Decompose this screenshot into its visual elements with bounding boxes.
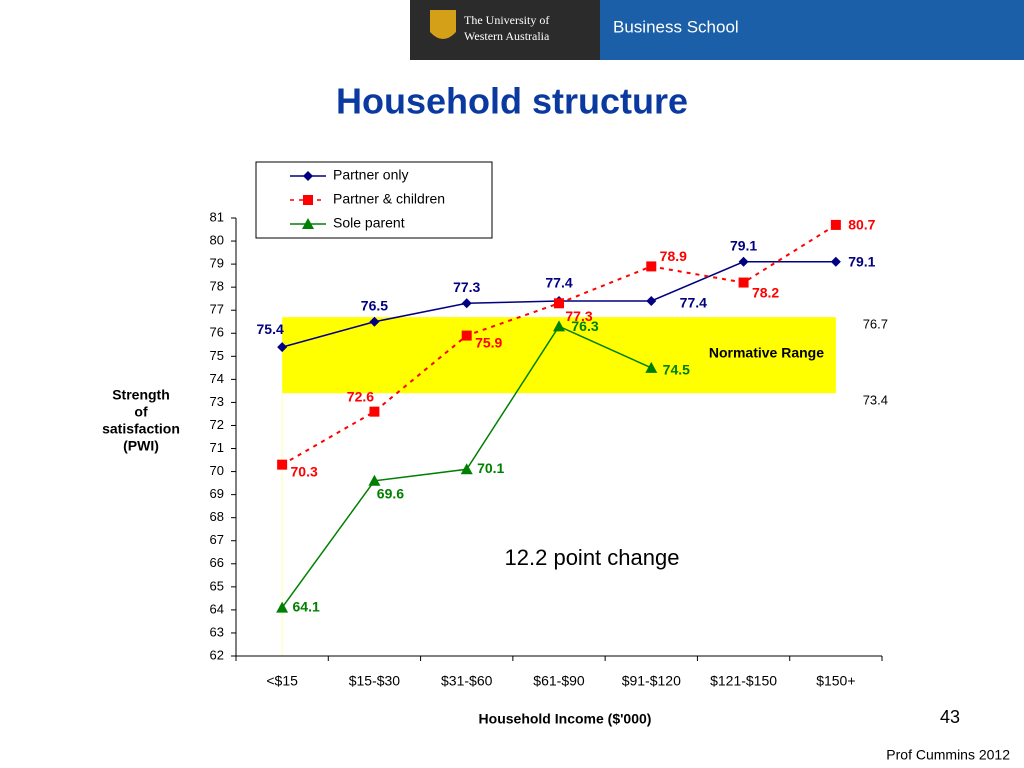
y-tick-label: 66: [210, 555, 224, 570]
data-point: [738, 277, 749, 288]
data-label: 77.3: [565, 308, 592, 324]
y-tick-label: 68: [210, 509, 224, 524]
legend: [255, 161, 493, 239]
data-point: [276, 601, 289, 613]
y-tick-label: 71: [210, 440, 224, 455]
y-tick-label: 74: [210, 371, 224, 386]
legend-marker: [303, 195, 313, 205]
y-tick-label: 76: [210, 325, 224, 340]
data-label: 78.9: [660, 248, 687, 264]
y-tick-label: 72: [210, 417, 224, 432]
y-axis-label: of: [134, 404, 148, 420]
y-tick-label: 67: [210, 532, 224, 547]
y-axis-label: Strength: [112, 387, 170, 403]
data-point: [554, 298, 564, 309]
y-tick-label: 65: [210, 578, 224, 593]
data-point: [646, 261, 657, 272]
legend-label: Partner only: [333, 167, 408, 183]
credit: Prof Cummins 2012: [886, 747, 1010, 763]
x-tick-label: $31-$60: [441, 673, 493, 689]
legend-label: Partner & children: [333, 191, 445, 207]
data-label: 72.6: [347, 388, 374, 404]
data-point: [461, 298, 472, 309]
school-name: Business School: [613, 17, 739, 36]
y-tick-label: 80: [210, 232, 224, 247]
annotation: 12.2 point change: [505, 545, 680, 570]
x-axis-label: Household Income ($'000): [479, 711, 652, 727]
data-label: 77.4: [545, 275, 572, 291]
data-point: [645, 361, 658, 373]
y-tick-label: 63: [210, 624, 224, 639]
y-tick-label: 70: [210, 463, 224, 478]
y-tick-label: 73: [210, 394, 224, 409]
university-line: The University of: [464, 13, 549, 27]
x-tick-label: <$15: [266, 673, 298, 689]
y-tick-label: 64: [210, 601, 224, 616]
y-tick-label: 78: [210, 279, 224, 294]
legend-marker: [303, 171, 313, 181]
x-tick-label: $91-$120: [622, 673, 681, 689]
data-point: [277, 342, 288, 353]
data-label: 75.9: [475, 334, 502, 350]
chart-title: Household structure: [336, 81, 688, 122]
y-axis-label: (PWI): [123, 438, 159, 454]
y-tick-label: 81: [210, 209, 224, 224]
range-label: Normative Range: [709, 345, 824, 361]
range-low: 73.4: [863, 393, 888, 408]
data-label: 70.1: [477, 460, 504, 476]
data-label: 75.4: [257, 321, 284, 337]
page-number: 43: [940, 707, 960, 727]
data-label: 76.3: [571, 318, 598, 334]
data-point: [368, 474, 381, 486]
data-label: 76.5: [361, 297, 388, 313]
data-label: 70.3: [291, 463, 318, 479]
data-label: 80.7: [848, 217, 875, 233]
data-point: [830, 256, 841, 267]
data-label: 78.2: [752, 284, 779, 300]
legend-label: Sole parent: [333, 215, 405, 231]
crest: [430, 10, 456, 39]
data-point: [369, 316, 380, 327]
data-point: [553, 320, 565, 332]
y-tick-label: 79: [210, 256, 224, 271]
x-tick-label: $121-$150: [710, 673, 777, 689]
x-tick-label: $150+: [816, 673, 855, 689]
data-label: 64.1: [293, 598, 320, 614]
data-point: [369, 406, 380, 417]
header-band: [600, 0, 1024, 60]
data-point: [460, 463, 473, 475]
data-point: [461, 330, 472, 341]
y-tick-label: 69: [210, 486, 224, 501]
data-point: [646, 295, 657, 306]
data-label: 69.6: [377, 486, 404, 502]
y-axis-label: satisfaction: [102, 421, 180, 437]
data-point: [277, 459, 288, 470]
data-label: 77.3: [453, 279, 480, 295]
legend-marker: [302, 218, 314, 229]
x-tick-label: $61-$90: [533, 673, 585, 689]
data-point: [830, 219, 841, 230]
x-tick-label: $15-$30: [349, 673, 401, 689]
data-label: 79.1: [730, 238, 757, 254]
data-label: 79.1: [848, 254, 875, 270]
data-label: 77.4: [680, 295, 707, 311]
range-high: 76.7: [863, 317, 888, 332]
university-line: Western Australia: [464, 29, 550, 43]
y-tick-label: 62: [210, 647, 224, 662]
data-label: 74.5: [663, 362, 690, 378]
data-point: [738, 256, 749, 267]
y-tick-label: 77: [210, 302, 224, 317]
y-tick-label: 75: [210, 348, 224, 363]
